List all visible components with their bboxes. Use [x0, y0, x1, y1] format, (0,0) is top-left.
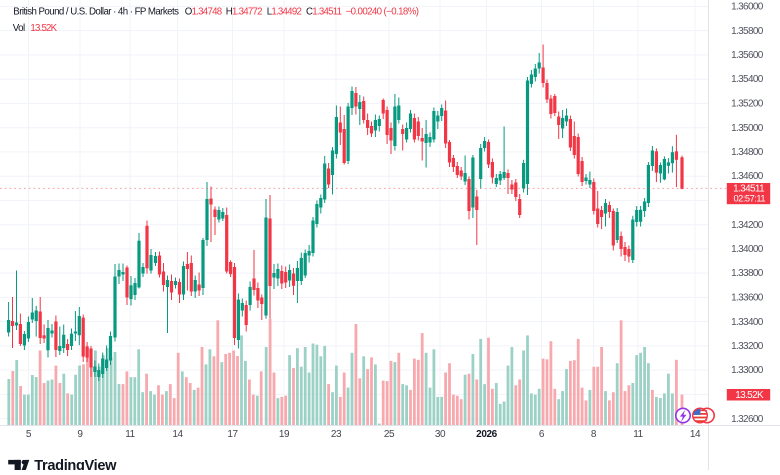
svg-text:2026: 2026 [476, 429, 497, 440]
svg-text:1.33400: 1.33400 [731, 317, 764, 328]
svg-text:14: 14 [690, 429, 701, 440]
svg-text:1.33600: 1.33600 [731, 293, 764, 304]
svg-text:1.35600: 1.35600 [731, 50, 764, 61]
svg-text:L1.34492: L1.34492 [267, 7, 302, 18]
svg-text:TradingView: TradingView [34, 458, 117, 470]
svg-text:1.34000: 1.34000 [731, 244, 764, 255]
svg-text:1.35400: 1.35400 [731, 74, 764, 85]
svg-text:British Pound / U.S. Dollar ·: British Pound / U.S. Dollar · 4h · FP Ma… [13, 7, 179, 18]
svg-text:19: 19 [279, 429, 290, 440]
svg-text:5: 5 [26, 429, 32, 440]
svg-text:8: 8 [591, 429, 597, 440]
svg-text:1.36000: 1.36000 [731, 2, 764, 13]
svg-text:1.34200: 1.34200 [731, 220, 764, 231]
svg-text:Vol: Vol [13, 23, 25, 34]
svg-text:1.35200: 1.35200 [731, 99, 764, 110]
svg-text:13.52K: 13.52K [30, 23, 57, 34]
svg-text:11: 11 [633, 429, 643, 440]
svg-text:30: 30 [435, 429, 446, 440]
svg-text:1.33000: 1.33000 [731, 365, 764, 376]
svg-text:1.35000: 1.35000 [731, 123, 764, 134]
svg-text:02:57:11: 02:57:11 [734, 193, 766, 203]
svg-text:25: 25 [384, 429, 395, 440]
svg-text:C1.34511: C1.34511 [306, 7, 342, 18]
svg-text:1.33200: 1.33200 [731, 341, 764, 352]
svg-text:1.32600: 1.32600 [731, 414, 764, 425]
svg-text:9: 9 [77, 429, 83, 440]
svg-text:6: 6 [539, 429, 545, 440]
svg-text:1.33800: 1.33800 [731, 268, 764, 279]
svg-text:1.34600: 1.34600 [731, 171, 764, 182]
svg-text:11: 11 [125, 429, 135, 440]
svg-text:H1.34772: H1.34772 [226, 7, 262, 18]
svg-text:O1.34748: O1.34748 [185, 7, 222, 18]
svg-text:14: 14 [172, 429, 183, 440]
svg-text:13.52K: 13.52K [735, 390, 764, 401]
svg-text:1.34800: 1.34800 [731, 147, 764, 158]
svg-text:23: 23 [331, 429, 342, 440]
svg-text:−0.00240 (−0.18%): −0.00240 (−0.18%) [346, 7, 419, 18]
svg-text:17: 17 [227, 429, 238, 440]
svg-text:1.34511: 1.34511 [733, 184, 765, 195]
svg-text:1.35800: 1.35800 [731, 26, 764, 37]
